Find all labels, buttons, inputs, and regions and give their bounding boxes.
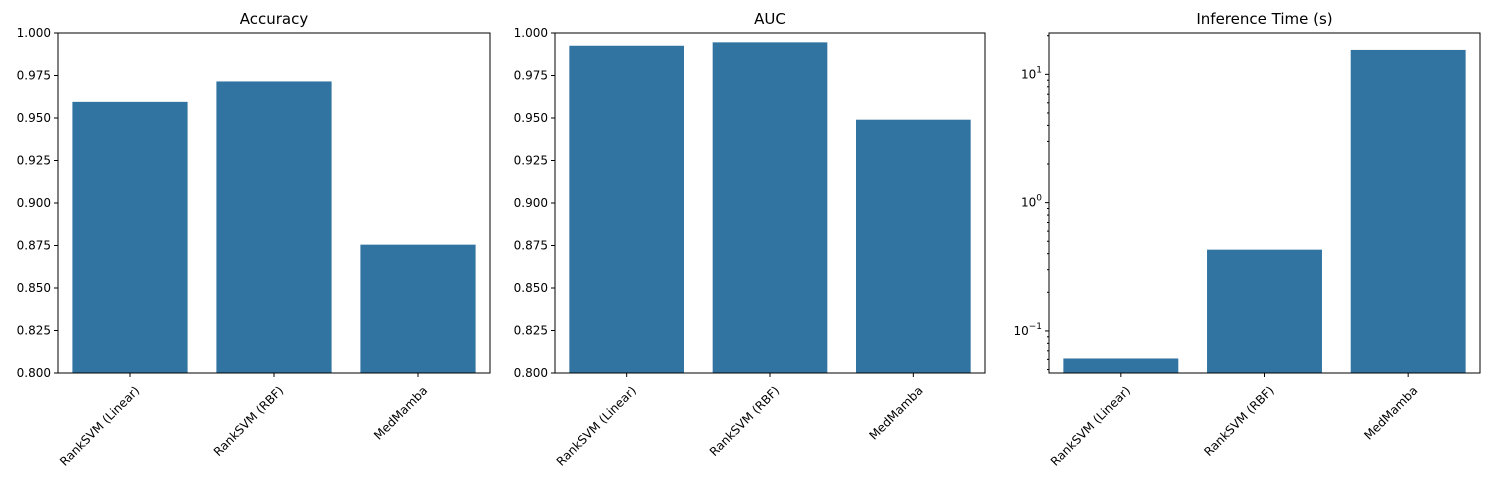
bar-ranksvm-linear xyxy=(72,101,188,373)
x-tick-label: MedMamba xyxy=(866,383,925,442)
y-tick-label: 0.900 xyxy=(514,196,548,210)
x-tick-label: MedMamba xyxy=(1361,383,1420,442)
y-tick-label: 0.825 xyxy=(17,324,51,338)
y-tick-label: 0.800 xyxy=(514,366,548,380)
y-tick-label: 1.000 xyxy=(514,26,548,40)
axes-frame xyxy=(1048,32,1481,374)
bar-ranksvm-rbf xyxy=(216,81,332,373)
y-tick-label: 0.950 xyxy=(514,111,548,125)
axes-frame xyxy=(554,32,986,374)
y-tick-label: 0.850 xyxy=(17,281,51,295)
y-tick-label: 0.950 xyxy=(17,111,51,125)
x-tick-label: MedMamba xyxy=(371,383,430,442)
y-tick-label: 0.800 xyxy=(17,366,51,380)
bar-ranksvm-linear xyxy=(1063,358,1179,373)
y-tick-label: 0.925 xyxy=(17,154,51,168)
bar-ranksvm-rbf xyxy=(712,42,828,373)
bar-ranksvm-linear xyxy=(569,45,684,373)
y-tick-label: 101 xyxy=(1021,65,1042,81)
x-tick-label: RankSVM (Linear) xyxy=(57,383,142,468)
bar-medmamba xyxy=(1350,49,1466,373)
bar-ranksvm-rbf xyxy=(1207,249,1322,373)
y-tick-label: 100 xyxy=(1021,194,1042,210)
axes-frame xyxy=(57,32,491,374)
y-tick-label: 0.900 xyxy=(17,196,51,210)
bar-medmamba xyxy=(360,244,476,373)
x-tick-label: RankSVM (RBF) xyxy=(211,383,287,459)
y-tick-label: 0.975 xyxy=(514,69,548,83)
chart-panel-inference-time-s: Inference Time (s) RankSVM (Linear) RankSV… xyxy=(1013,10,1481,469)
chart-title: AUC xyxy=(754,10,786,28)
y-tick-label: 1.000 xyxy=(17,26,51,40)
x-tick-label: RankSVM (Linear) xyxy=(1048,383,1133,468)
y-tick-label: 0.825 xyxy=(514,324,548,338)
y-tick-label: 10−1 xyxy=(1013,322,1042,338)
y-tick-label: 0.975 xyxy=(17,69,51,83)
y-tick-label: 0.875 xyxy=(514,239,548,253)
chart-panel-accuracy: Accuracy RankSVM (Linear) RankSVM (RBF) Med… xyxy=(17,10,491,469)
chart-panel-auc: AUC RankSVM (Linear) RankSVM (RBF) MedMamba… xyxy=(514,10,986,469)
chart-title: Accuracy xyxy=(240,10,309,28)
x-tick-label: RankSVM (RBF) xyxy=(1201,383,1277,459)
y-tick-label: 0.875 xyxy=(17,239,51,253)
y-tick-label: 0.850 xyxy=(514,281,548,295)
bar-medmamba xyxy=(856,119,971,373)
y-tick-label: 0.925 xyxy=(514,154,548,168)
chart-title: Inference Time (s) xyxy=(1196,10,1332,28)
x-tick-label: RankSVM (RBF) xyxy=(707,383,783,459)
x-tick-label: RankSVM (Linear) xyxy=(554,383,639,468)
